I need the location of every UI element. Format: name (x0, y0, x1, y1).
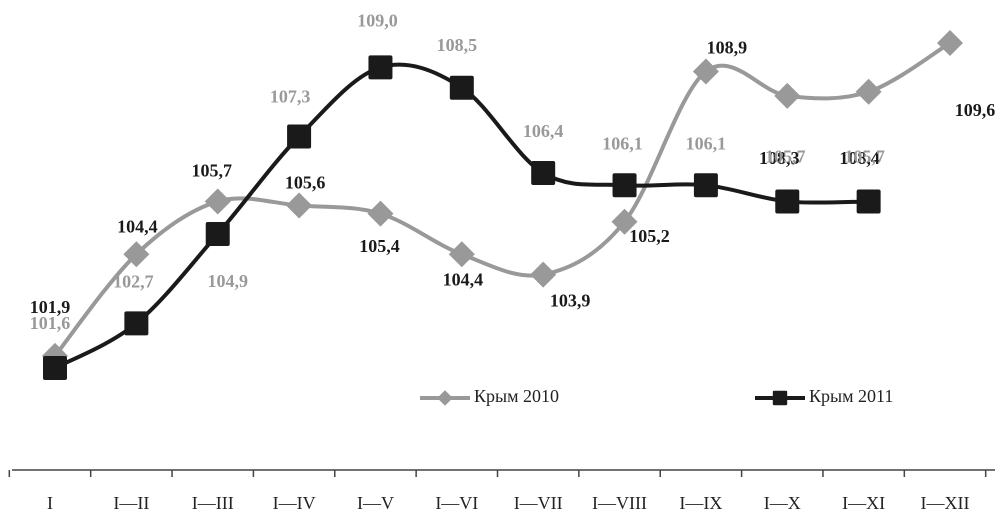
data-label: 105,7 (191, 161, 232, 181)
x-tick-label: I—V (357, 493, 394, 513)
data-point (693, 173, 718, 198)
x-tick-label: I—II (113, 493, 149, 513)
data-point (43, 356, 67, 380)
data-point (856, 189, 881, 214)
data-label: 105,6 (285, 173, 326, 193)
data-label: 104,9 (207, 271, 248, 291)
x-tick-label: I—VII (514, 493, 563, 513)
data-label: 105,2 (629, 226, 670, 246)
data-point (123, 241, 150, 268)
data-point (774, 82, 801, 109)
legend-label: Крым 2011 (809, 386, 893, 406)
data-label: 109,0 (357, 11, 398, 31)
data-label: 107,3 (270, 87, 311, 107)
data-point (775, 189, 800, 214)
data-point (449, 75, 474, 100)
data-point (611, 208, 638, 235)
x-tick-label: I—VIII (592, 493, 647, 513)
data-point (530, 261, 557, 288)
x-tick-label: I—VI (435, 493, 478, 513)
x-tick-label: I—XII (921, 493, 970, 513)
x-tick-label: I (47, 493, 53, 513)
data-label: 104,4 (443, 269, 484, 289)
data-point (692, 58, 719, 85)
legend-marker (437, 390, 453, 406)
data-label: 108,9 (707, 38, 748, 58)
data-label: 106,1 (602, 133, 643, 153)
data-point (287, 124, 312, 149)
x-tick-label: I—XI (842, 493, 885, 513)
data-label: 105,7 (844, 147, 885, 167)
data-point (368, 55, 393, 80)
legend-label: Крым 2010 (474, 386, 559, 406)
data-label: 102,7 (113, 271, 154, 291)
data-point (205, 221, 230, 246)
data-point (367, 200, 394, 227)
data-point (124, 311, 149, 336)
legend-marker (772, 390, 788, 406)
data-label: 109,6 (955, 100, 996, 120)
data-label: 105,4 (359, 236, 400, 256)
data-point (531, 161, 556, 185)
series-line (53, 41, 952, 358)
data-label: 106,1 (686, 133, 727, 153)
data-label: 104,4 (117, 216, 158, 236)
x-tick-label: I—IV (273, 493, 316, 513)
data-label: 108,3 (759, 148, 800, 168)
data-label: 101,6 (30, 313, 71, 333)
data-label: 103,9 (550, 291, 591, 311)
x-tick-label: I—IX (679, 493, 722, 513)
data-label: 101,9 (30, 297, 71, 317)
data-point (612, 173, 637, 198)
data-label: 106,4 (523, 121, 564, 141)
data-point (448, 241, 475, 268)
series-line (54, 62, 869, 370)
data-label: 105,7 (765, 147, 806, 167)
data-label: 108,5 (437, 35, 478, 55)
data-point (937, 30, 963, 56)
data-point (204, 188, 231, 215)
x-tick-label: I—X (764, 493, 801, 513)
data-point (855, 78, 882, 105)
data-label: 108,4 (839, 148, 880, 168)
data-point (286, 192, 313, 219)
x-tick-label: I—III (192, 493, 234, 513)
